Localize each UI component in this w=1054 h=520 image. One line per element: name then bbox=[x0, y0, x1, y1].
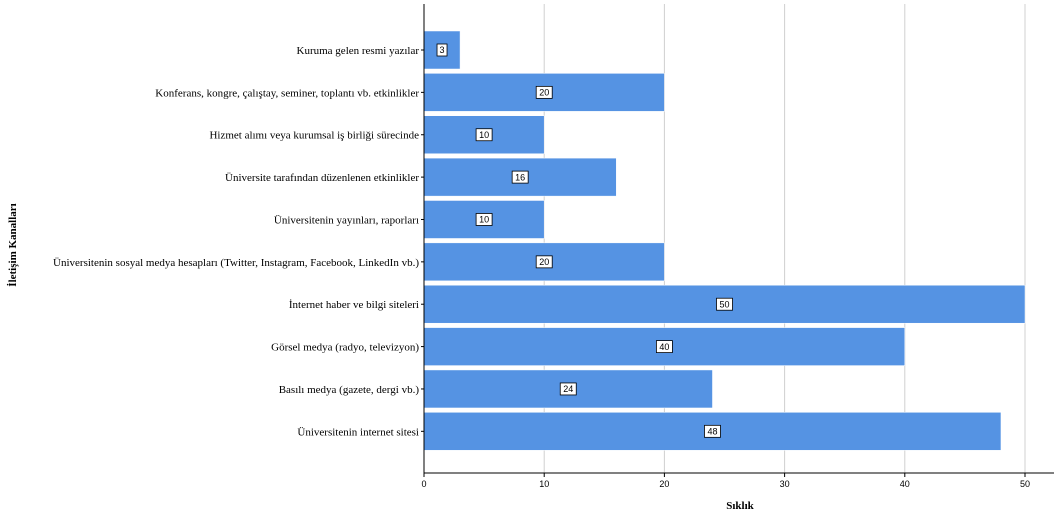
bars bbox=[423, 30, 1026, 451]
data-label-box-6 bbox=[716, 297, 733, 311]
data-label-box-8 bbox=[559, 382, 577, 396]
data-label-box-5 bbox=[535, 255, 553, 269]
data-label: 40 bbox=[659, 342, 669, 352]
x-tick-label: 20 bbox=[659, 479, 669, 489]
category-label: Basılı medya (gazete, dergi vb.) bbox=[279, 384, 420, 396]
data-label: 10 bbox=[479, 130, 489, 140]
data-labels: 3 20 10 16 10 20 50 40 24 48 bbox=[436, 43, 733, 438]
data-label-box-1 bbox=[535, 85, 553, 99]
y-axis-title: İletişim Kanalları bbox=[7, 203, 19, 286]
data-label: 20 bbox=[539, 257, 549, 267]
category-label: Üniversite tarafından düzenlenen etkinli… bbox=[225, 172, 419, 184]
category-label: Görsel medya (radyo, televizyon) bbox=[271, 342, 419, 354]
category-label: Kuruma gelen resmi yazılar bbox=[297, 45, 420, 57]
data-label-box-4 bbox=[475, 213, 493, 226]
category-label: Hizmet alımı veya kurumsal iş birliği sü… bbox=[209, 130, 419, 142]
data-label: 50 bbox=[719, 299, 729, 309]
x-tick-label: 30 bbox=[780, 479, 790, 489]
data-label: 3 bbox=[440, 45, 445, 55]
data-label-box-3 bbox=[511, 170, 529, 184]
category-label: Üniversitenin yayınları, raporları bbox=[274, 214, 419, 226]
axes: Kuruma gelen resmi yazılar Konferans, kon… bbox=[53, 4, 1054, 489]
category-label: İnternet haber ve bilgi siteleri bbox=[289, 299, 419, 311]
x-axis-title: Sıklık bbox=[726, 500, 754, 512]
category-label: Üniversitenin sosyal medya hesapları (Tw… bbox=[53, 257, 419, 269]
x-tick-label: 40 bbox=[900, 479, 910, 489]
data-label-box-2 bbox=[475, 128, 493, 142]
data-label: 48 bbox=[707, 427, 717, 437]
data-label: 16 bbox=[515, 172, 525, 182]
data-label: 20 bbox=[539, 88, 549, 98]
x-tick-label: 50 bbox=[1020, 479, 1030, 489]
data-label: 24 bbox=[563, 384, 573, 394]
data-label-box-9 bbox=[704, 424, 721, 438]
x-tick-label: 10 bbox=[539, 479, 549, 489]
x-tick-label: 0 bbox=[421, 479, 426, 489]
data-label-box-7 bbox=[656, 340, 673, 353]
data-label-box-0 bbox=[436, 43, 448, 57]
category-label: Konferans, kongre, çalıştay, seminer, to… bbox=[155, 87, 419, 99]
data-label: 10 bbox=[479, 215, 489, 225]
category-label: Üniversitenin internet sitesi bbox=[297, 426, 419, 438]
